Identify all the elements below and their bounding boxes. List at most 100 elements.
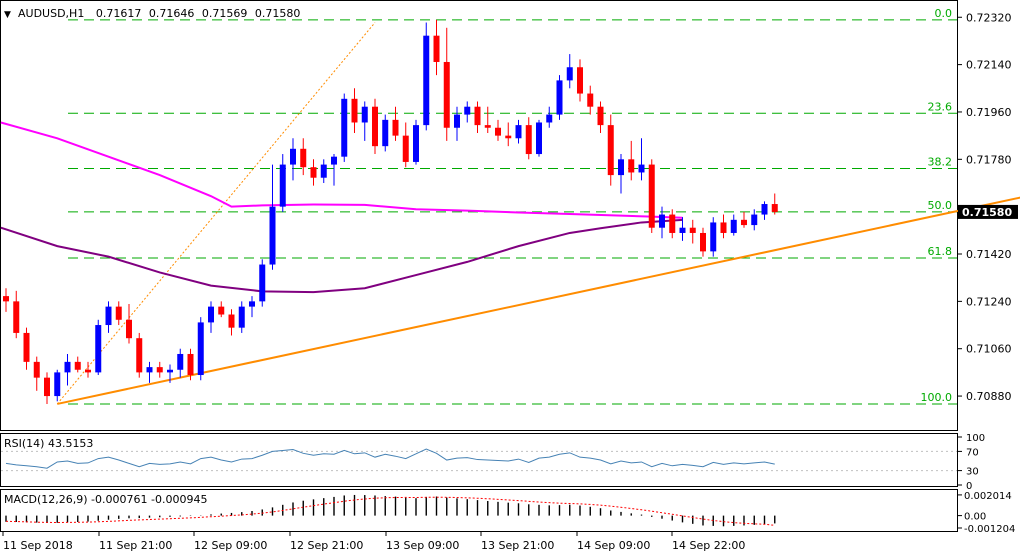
- candle: [679, 217, 686, 241]
- candle: [156, 361, 163, 378]
- candle-body: [23, 332, 30, 362]
- candle-body: [136, 338, 143, 373]
- candle: [771, 193, 778, 215]
- macd-panel-frame: [0, 489, 958, 532]
- candle: [669, 209, 676, 239]
- candle: [638, 138, 645, 181]
- fib-leg-line: [56, 22, 376, 405]
- candle-body: [515, 125, 522, 139]
- x-axis-label: 14 Sep 09:00: [577, 539, 650, 552]
- candle: [74, 356, 81, 373]
- x-axis: 11 Sep 2018 11 Sep 21:00 12 Sep 09:00 12 Se…: [2, 532, 745, 552]
- candle: [525, 117, 532, 160]
- candle-body: [238, 306, 245, 328]
- candle: [689, 219, 696, 244]
- candle-body: [95, 325, 102, 373]
- candle-body: [474, 106, 481, 126]
- candle: [331, 154, 337, 186]
- candle: [761, 201, 768, 220]
- fib-level-label: 61.8: [928, 245, 953, 258]
- candle: [741, 211, 747, 228]
- candle-body: [382, 119, 389, 147]
- price-axis-label: 0.72320: [966, 11, 1012, 24]
- candle-body: [505, 135, 512, 139]
- candle-body: [433, 35, 440, 62]
- candle-body: [167, 369, 173, 373]
- candle: [392, 106, 399, 141]
- candle-body: [648, 164, 655, 228]
- candle: [13, 290, 20, 339]
- x-axis-label: 13 Sep 09:00: [386, 539, 459, 552]
- candle: [177, 348, 184, 378]
- candle: [700, 227, 706, 257]
- candle-body: [741, 219, 747, 226]
- candle: [23, 327, 30, 370]
- candle: [290, 138, 296, 181]
- candle: [351, 88, 358, 134]
- candle-body: [331, 156, 337, 165]
- candle-body: [495, 127, 501, 136]
- candle: [454, 106, 460, 141]
- candle-body: [536, 122, 542, 155]
- candle: [33, 356, 40, 391]
- fib-level-label: 100.0: [921, 391, 953, 404]
- candle-body: [341, 98, 348, 157]
- candle-body: [310, 167, 317, 178]
- candle-body: [126, 319, 132, 339]
- candle: [710, 217, 717, 257]
- candle: [607, 114, 614, 186]
- price-axis-label: 0.71780: [966, 153, 1012, 166]
- candle: [536, 119, 542, 157]
- rsi-axis-label: 70: [966, 447, 979, 458]
- candle: [372, 98, 378, 155]
- macd-label: MACD(12,26,9) -0.000761 -0.000945: [4, 493, 207, 506]
- candle: [433, 19, 440, 76]
- candle: [249, 296, 255, 318]
- candle-body: [54, 372, 61, 397]
- price-panel: 0.72320 0.72140 0.71960 0.71780 0.71420 0.712…: [0, 7, 1020, 405]
- x-axis-label: 11 Sep 21:00: [99, 539, 172, 552]
- rsi-panel-frame: [0, 433, 958, 487]
- candle-body: [177, 353, 184, 370]
- ohlc-close: 0.71580: [255, 7, 301, 20]
- candle-body: [64, 361, 71, 373]
- candle: [167, 364, 173, 383]
- candle: [618, 154, 624, 194]
- x-axis-label: 13 Sep 21:00: [481, 539, 554, 552]
- rsi-axis-label: 30: [966, 467, 979, 478]
- candle: [269, 164, 276, 270]
- candle: [361, 101, 368, 141]
- macd-panel: 0.002014 0.00-0.001204: [5, 491, 1015, 535]
- candle: [751, 209, 758, 231]
- candle: [484, 106, 491, 134]
- candle: [146, 361, 153, 383]
- price-axis-label: 0.71060: [966, 343, 1012, 356]
- candle-body: [597, 106, 604, 126]
- candle: [300, 138, 307, 176]
- candle: [413, 119, 419, 165]
- candle-body: [720, 222, 727, 233]
- candle-body: [320, 164, 327, 178]
- ohlc-low: 0.71569: [202, 7, 248, 20]
- rsi-line: [5, 448, 775, 469]
- candle-body: [669, 214, 676, 233]
- candle: [628, 140, 635, 181]
- candle: [54, 369, 61, 402]
- candle-body: [413, 125, 419, 162]
- candle-body: [443, 61, 450, 128]
- candle-body: [33, 361, 40, 378]
- rsi-panel: 100 70 30 0: [1, 433, 985, 492]
- candle: [464, 101, 471, 123]
- macd-signal-line: [5, 496, 775, 526]
- candle-body: [146, 367, 153, 373]
- fib-level-label: 23.6: [928, 100, 953, 113]
- candle: [648, 159, 655, 233]
- ascending-trendline: [57, 196, 1020, 405]
- candle: [187, 348, 194, 381]
- current-price-label: 0.71580: [962, 206, 1012, 219]
- candle-body: [761, 204, 768, 215]
- candle: [556, 75, 563, 120]
- symbol-label: AUDUSD,H1: [18, 7, 84, 20]
- candle: [505, 122, 512, 147]
